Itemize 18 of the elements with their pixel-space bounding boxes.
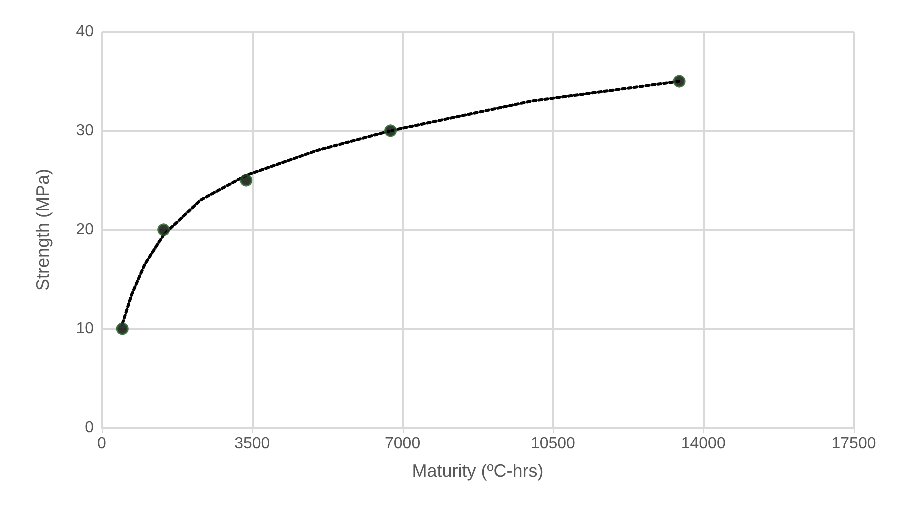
point xyxy=(384,124,398,138)
x-axis-title: Maturity (ºC-hrs) xyxy=(412,461,544,481)
x-tick-label: 7000 xyxy=(385,436,421,452)
x-tick-label: 17500 xyxy=(832,436,876,452)
y-tick-label: 0 xyxy=(85,420,94,436)
y-tick-label: 40 xyxy=(76,24,94,40)
y-tick-label: 20 xyxy=(76,222,94,238)
point xyxy=(158,224,170,236)
x-tick-label: 0 xyxy=(98,436,107,452)
x-tick-label: 14000 xyxy=(681,436,726,452)
point xyxy=(116,322,129,336)
point xyxy=(673,75,686,88)
y-tick-label: 30 xyxy=(76,122,94,140)
point xyxy=(240,174,253,187)
y-tick-label: 10 xyxy=(76,320,94,338)
y-axis-title: Strength (MPa) xyxy=(33,168,53,292)
x-tick-label: 3500 xyxy=(234,436,270,452)
x-tick-label: 10500 xyxy=(530,436,576,452)
